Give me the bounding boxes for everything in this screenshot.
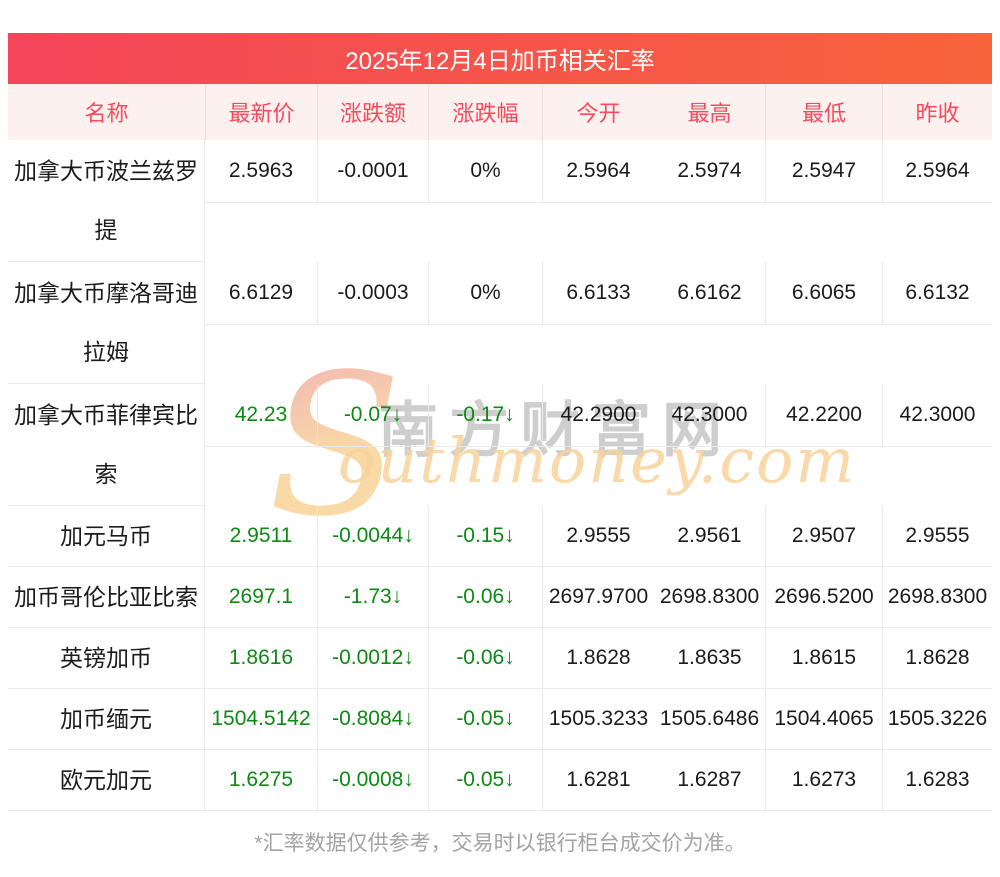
- cell-change-percent: -0.05↓: [428, 689, 542, 749]
- cell-change-percent: -0.05↓: [428, 750, 542, 810]
- cell-low: 1504.4065: [765, 689, 882, 749]
- column-header-change-percent: 涨跌幅: [428, 84, 542, 140]
- currency-pair-name: 加拿大币摩洛哥迪拉姆: [8, 262, 205, 384]
- cell-prev-close: 1.6283: [882, 750, 992, 810]
- cell-low: 2.9507: [765, 506, 882, 566]
- cell-latest: 1.8616: [228, 646, 294, 669]
- cell-prev-close: 2.9555: [882, 506, 992, 566]
- cell-open: 2.9555: [542, 506, 654, 566]
- currency-pair-name: 加币哥伦比亚比索: [8, 567, 205, 627]
- cell-prev-close: 1.8628: [882, 628, 992, 688]
- table-row: 加拿大币波兰兹罗提 2.5963 -0.0001 0% 2.5964 2.5974 2.59…: [8, 140, 992, 262]
- column-header-prev-close: 昨收: [882, 84, 992, 140]
- column-header-open: 今开: [542, 84, 654, 140]
- table-row: 欧元加元 1.6275 -0.0008↓ -0.05↓ 1.6281 1.6287 1.62…: [8, 750, 992, 811]
- cell-open: 6.6133: [542, 262, 654, 325]
- cell-latest: 1504.5142: [211, 707, 311, 730]
- cell-prev-close: 6.6132: [882, 262, 992, 325]
- column-header-name: 名称: [84, 101, 129, 126]
- cell-prev-close: 42.3000: [882, 384, 992, 447]
- table-row: 加币缅元 1504.5142 -0.8084↓ -0.05↓ 1505.3233 1505…: [8, 689, 992, 750]
- cell-change-amount: -0.0003: [317, 262, 428, 325]
- table-row: 加元马币 2.9511 -0.0044↓ -0.15↓ 2.9555 2.9561 2.95…: [8, 506, 992, 567]
- cell-latest: 1.6275: [228, 768, 294, 791]
- cell-change-amount: -0.0044↓: [317, 506, 428, 566]
- currency-pair-name: 欧元加元: [8, 750, 205, 810]
- cell-change-percent: -0.06↓: [428, 628, 542, 688]
- cell-low: 2696.5200: [765, 567, 882, 627]
- column-header-change-amount: 涨跌额: [317, 84, 428, 140]
- table-header-row: 名称 最新价 涨跌额 涨跌幅 今开 最高 最低 昨收: [8, 84, 992, 140]
- cell-prev-close: 2.5964: [882, 140, 992, 203]
- cell-latest: 2.9511: [229, 524, 293, 547]
- cell-high: 42.3000: [654, 384, 765, 447]
- page-title: 2025年12月4日加币相关汇率: [345, 48, 655, 75]
- cell-low: 6.6065: [765, 262, 882, 325]
- cell-change-amount: -0.0012↓: [317, 628, 428, 688]
- cell-low: 1.8615: [765, 628, 882, 688]
- table-title-banner: 2025年12月4日加币相关汇率: [8, 33, 992, 84]
- rate-table: 2025年12月4日加币相关汇率 名称 最新价 涨跌额 涨跌幅 今开 最高 最低…: [8, 33, 992, 857]
- cell-change-percent: 0%: [428, 140, 542, 203]
- currency-pair-name: 英镑加币: [8, 628, 205, 688]
- currency-pair-name: 加拿大币波兰兹罗提: [8, 140, 205, 262]
- cell-change-amount: -0.8084↓: [317, 689, 428, 749]
- cell-change-amount: -1.73↓: [317, 567, 428, 627]
- cell-high: 6.6162: [654, 262, 765, 325]
- cell-high: 2.5974: [654, 140, 765, 203]
- cell-open: 1.6281: [542, 750, 654, 810]
- rate-table-body: 加拿大币波兰兹罗提 2.5963 -0.0001 0% 2.5964 2.5974 2.59…: [8, 140, 992, 811]
- column-header-latest: 最新价: [205, 84, 317, 140]
- currency-pair-name: 加元马币: [8, 506, 205, 566]
- cell-prev-close: 1505.3226: [882, 689, 992, 749]
- cell-change-percent: -0.15↓: [428, 506, 542, 566]
- cell-prev-close: 2698.8300: [882, 567, 992, 627]
- cell-open: 1.8628: [542, 628, 654, 688]
- cell-open: 42.2900: [542, 384, 654, 447]
- cell-open: 2697.9700: [542, 567, 654, 627]
- cell-high: 1.6287: [677, 768, 742, 791]
- table-row: 加拿大币摩洛哥迪拉姆 6.6129 -0.0003 0% 6.6133 6.6162 6.6…: [8, 262, 992, 384]
- cell-change-amount: -0.07↓: [317, 384, 428, 447]
- column-header-low: 最低: [765, 84, 882, 140]
- cell-high: 1.8635: [677, 646, 742, 669]
- cell-change-percent: 0%: [428, 262, 542, 325]
- cell-latest: 2.5963: [205, 140, 317, 203]
- disclaimer-note: *汇率数据仅供参考，交易时以银行柜台成交价为准。: [254, 832, 746, 855]
- cell-high: 2698.8300: [659, 585, 760, 608]
- column-header-high: 最高: [687, 101, 732, 126]
- cell-high: 2.9561: [677, 524, 742, 547]
- cell-latest: 2697.1: [228, 585, 294, 608]
- table-row: 加币哥伦比亚比索 2697.1 -1.73↓ -0.06↓ 2697.9700 2698.…: [8, 567, 992, 628]
- table-row: 加拿大币菲律宾比索 42.23 -0.07↓ -0.17↓ 42.2900 42.3000…: [8, 384, 992, 506]
- cell-change-amount: -0.0008↓: [317, 750, 428, 810]
- currency-pair-name: 加币缅元: [8, 689, 205, 749]
- cell-high: 1505.6486: [659, 707, 760, 730]
- cell-open: 1505.3233: [542, 689, 654, 749]
- cell-latest: 6.6129: [205, 262, 317, 325]
- table-row: 英镑加币 1.8616 -0.0012↓ -0.06↓ 1.8628 1.8635 1.86…: [8, 628, 992, 689]
- currency-pair-name: 加拿大币菲律宾比索: [8, 384, 205, 506]
- cell-open: 2.5964: [542, 140, 654, 203]
- cell-low: 42.2200: [765, 384, 882, 447]
- cell-change-amount: -0.0001: [317, 140, 428, 203]
- cell-change-percent: -0.06↓: [428, 567, 542, 627]
- cell-latest: 42.23: [205, 384, 317, 447]
- cell-change-percent: -0.17↓: [428, 384, 542, 447]
- cell-low: 1.6273: [765, 750, 882, 810]
- cell-low: 2.5947: [765, 140, 882, 203]
